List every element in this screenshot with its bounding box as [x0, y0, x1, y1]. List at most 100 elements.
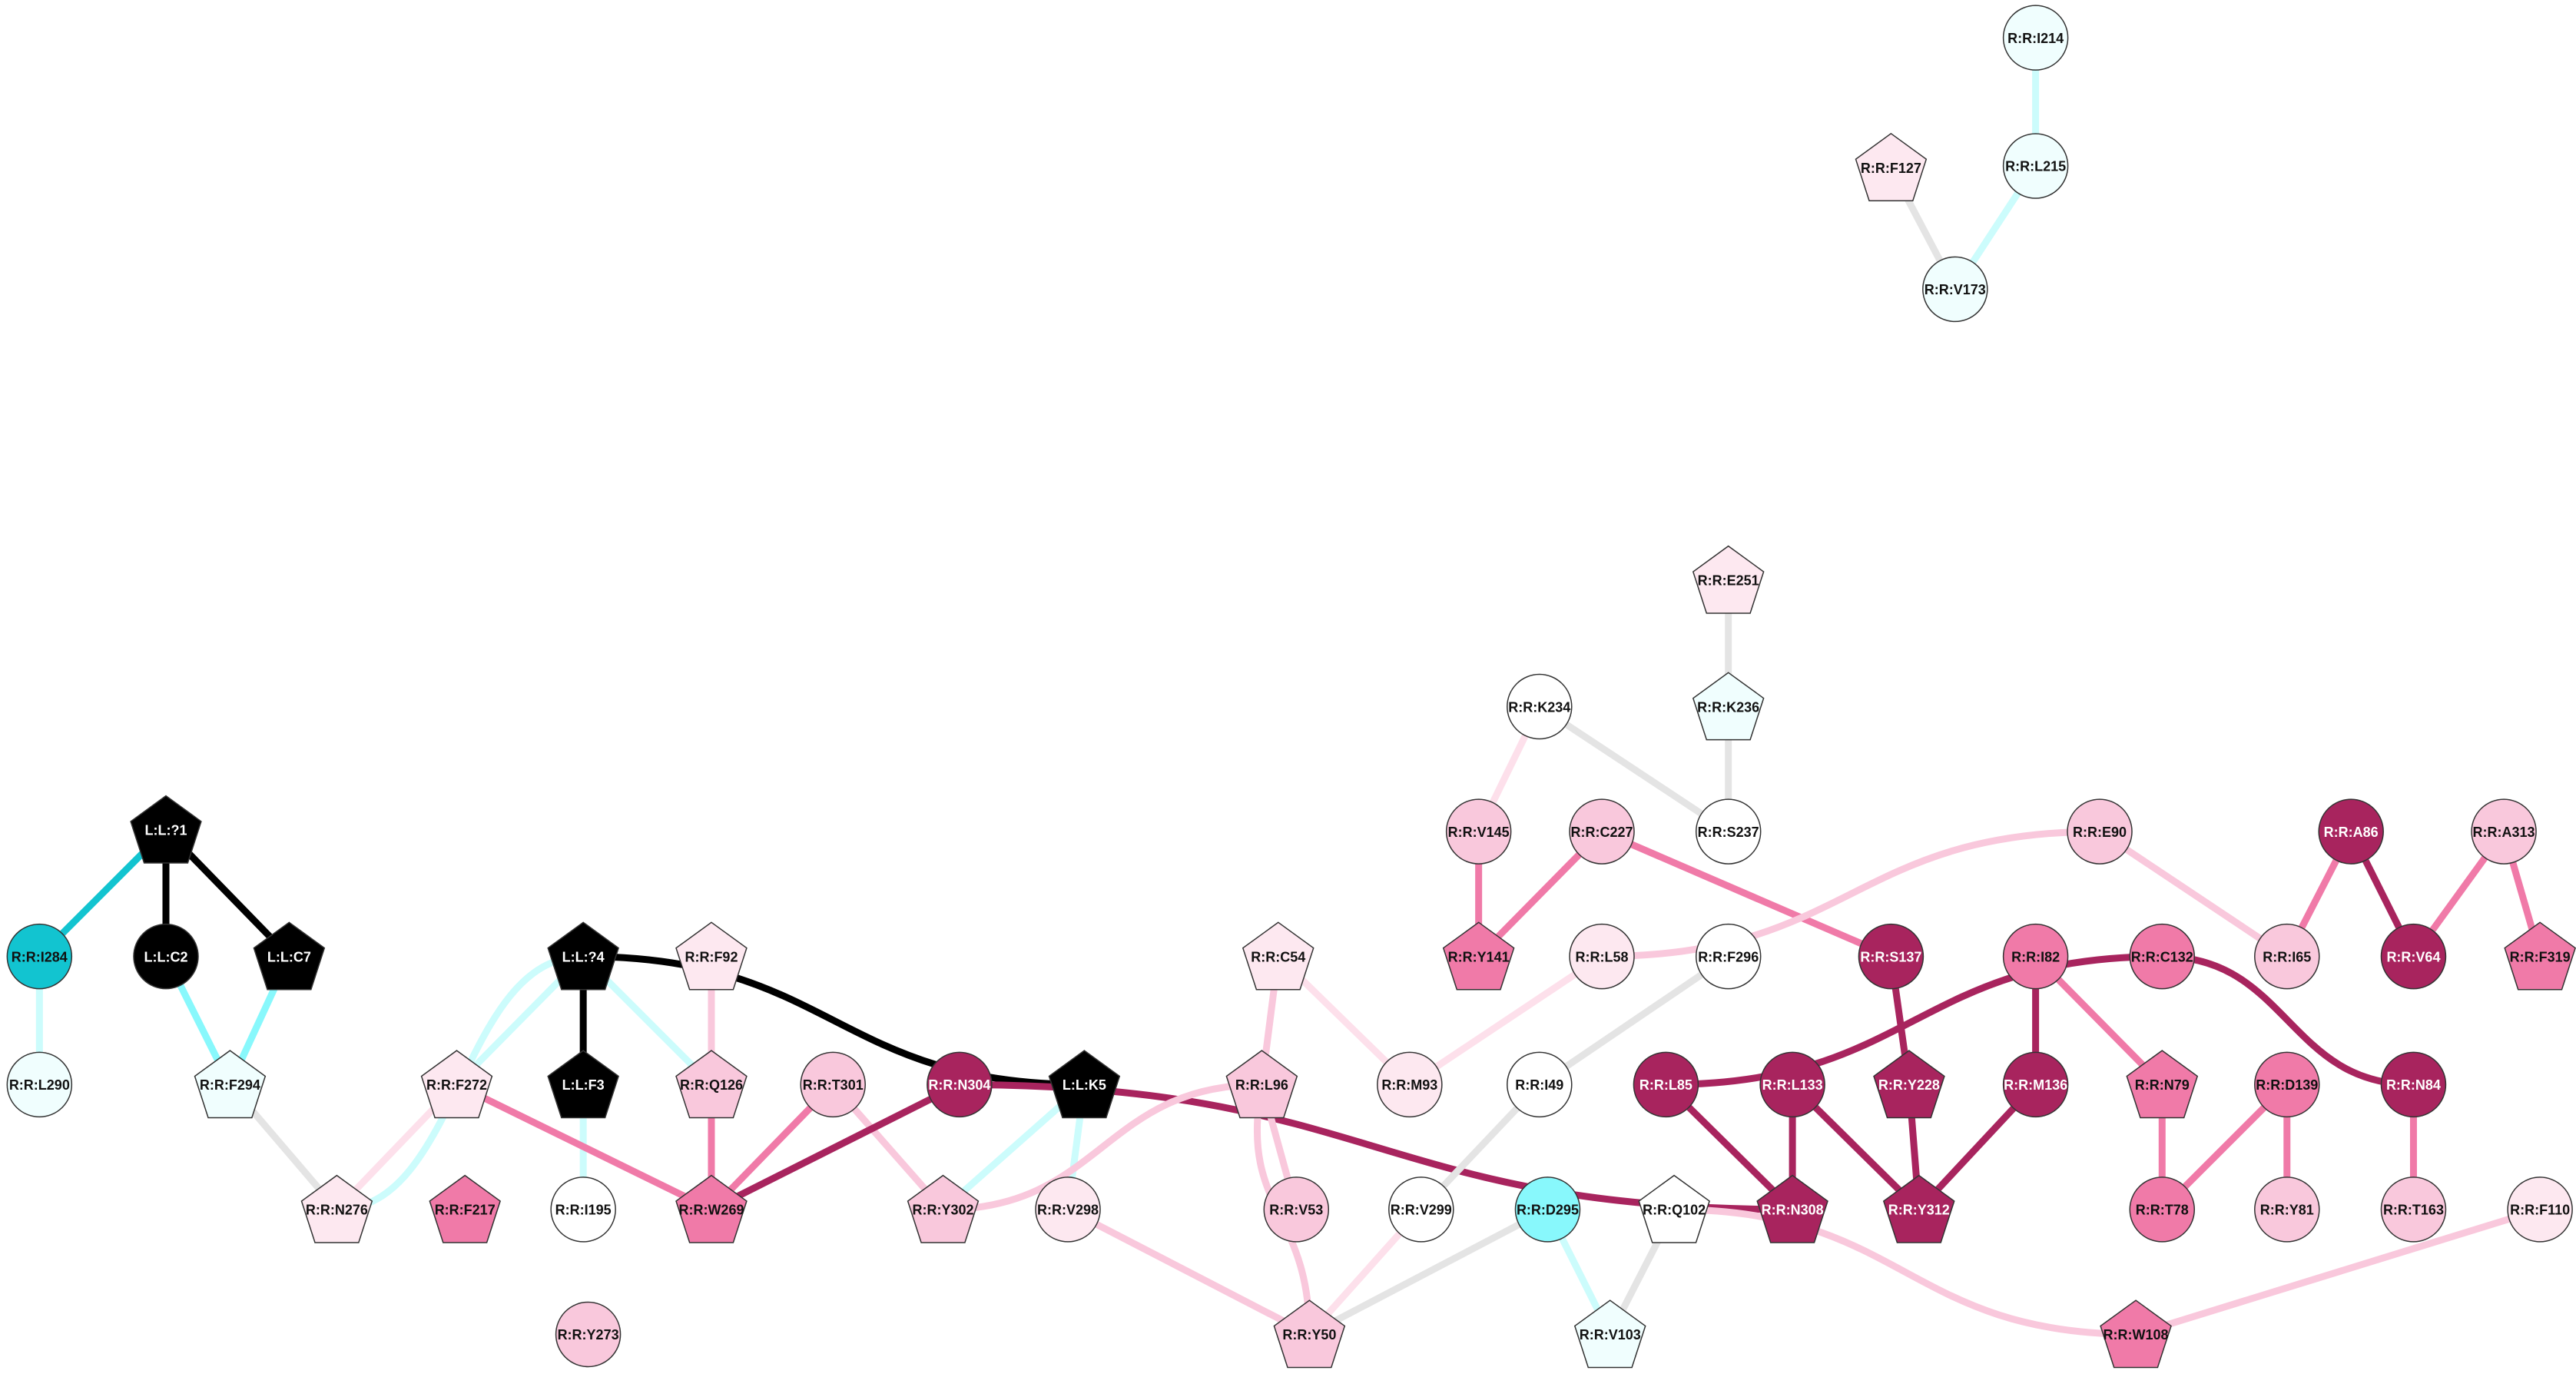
node-pentagon — [2126, 1050, 2199, 1119]
node: R:R:S237 — [1695, 798, 1762, 865]
node-label: R:R:F127 — [1861, 161, 1921, 176]
node-circle — [555, 1301, 622, 1368]
edge — [1066, 1206, 1311, 1338]
node: R:R:E251 — [1692, 545, 1765, 614]
node-pentagon — [2504, 921, 2576, 991]
node: R:R:Y273 — [555, 1301, 622, 1368]
node-label: R:R:L96 — [1235, 1077, 1288, 1093]
node-label: R:R:F110 — [2510, 1203, 2570, 1218]
node-label: R:R:K234 — [1508, 699, 1570, 715]
node-circle — [2002, 5, 2069, 71]
node-circle — [2254, 1177, 2320, 1243]
node: R:R:L215 — [2002, 133, 2069, 199]
node: R:R:Y312 — [1882, 1174, 1955, 1243]
node-pentagon — [420, 1050, 493, 1119]
node: L:L:?4 — [547, 921, 619, 991]
node: R:R:I49 — [1507, 1051, 1573, 1118]
node-pentagon — [1225, 1050, 1298, 1119]
node: L:L:F3 — [547, 1050, 619, 1119]
node-pentagon — [547, 1050, 619, 1119]
node-label: R:R:N276 — [306, 1203, 368, 1218]
node: R:R:L290 — [6, 1051, 73, 1118]
node-pentagon — [1855, 132, 1928, 201]
node-label: R:R:V145 — [1448, 825, 1510, 840]
node: R:R:L85 — [1633, 1051, 1699, 1118]
edge — [943, 1080, 1262, 1213]
node-label: R:R:L85 — [1639, 1077, 1692, 1093]
node-pentagon — [1692, 672, 1765, 741]
edge — [1308, 1206, 1550, 1338]
edge — [1602, 828, 2100, 961]
node: R:R:A86 — [2318, 798, 2384, 865]
node: R:R:N308 — [1756, 1174, 1828, 1243]
node-label: R:R:E90 — [2073, 825, 2127, 840]
node-circle — [1695, 923, 1762, 990]
edge — [1537, 953, 1731, 1088]
node-pentagon — [1442, 921, 1515, 991]
node-label: R:R:S137 — [1860, 949, 1921, 964]
node-circle — [800, 1051, 866, 1118]
node-label: R:R:V103 — [1580, 1327, 1641, 1342]
node-circle — [927, 1051, 993, 1118]
node-circle — [2380, 1051, 2447, 1118]
node-label: R:R:I195 — [555, 1203, 612, 1218]
node: R:R:I195 — [550, 1177, 616, 1243]
node-label: R:R:V173 — [1925, 282, 1986, 297]
node: R:R:Y302 — [907, 1174, 980, 1243]
node-label: R:R:I82 — [2011, 949, 2060, 964]
node-label: R:R:I49 — [1515, 1077, 1563, 1093]
node-label: R:R:M136 — [2004, 1077, 2067, 1093]
node-circle — [2254, 923, 2320, 990]
node: R:R:F92 — [675, 921, 748, 991]
node-label: R:R:A86 — [2324, 825, 2379, 840]
node: R:R:V145 — [1445, 798, 1512, 865]
node: R:R:Y50 — [1273, 1299, 1346, 1369]
edge — [1407, 953, 1604, 1088]
node-label: R:R:N308 — [1762, 1203, 1824, 1218]
node: R:R:F319 — [2504, 921, 2576, 991]
node: R:R:Q102 — [1638, 1174, 1710, 1243]
node: R:R:N79 — [2126, 1050, 2199, 1119]
node: R:R:D295 — [1514, 1177, 1581, 1243]
node: R:R:N276 — [300, 1174, 373, 1243]
node: R:R:Q126 — [675, 1050, 748, 1119]
node-circle — [1388, 1177, 1454, 1243]
node: R:R:T163 — [2380, 1177, 2447, 1243]
node-circle — [1858, 923, 1925, 990]
node: L:L:C2 — [133, 923, 199, 990]
node-pentagon — [1048, 1050, 1121, 1119]
node-label: R:R:V299 — [1391, 1203, 1452, 1218]
node: R:R:V53 — [1263, 1177, 1330, 1243]
node-label: R:R:T301 — [803, 1077, 864, 1093]
node-pentagon — [2100, 1299, 2172, 1369]
node: R:R:T301 — [800, 1051, 866, 1118]
node-circle — [2471, 798, 2537, 865]
node-circle — [2129, 923, 2196, 990]
node: R:R:F272 — [420, 1050, 493, 1119]
node-circle — [1569, 923, 1635, 990]
node-label: L:L:K5 — [1063, 1077, 1106, 1093]
node: R:R:N304 — [927, 1051, 993, 1118]
node: R:R:L58 — [1569, 923, 1635, 990]
node: R:R:C227 — [1569, 798, 1635, 865]
node-label: R:R:N304 — [928, 1077, 990, 1093]
node-label: R:R:F272 — [426, 1077, 487, 1093]
node: L:L:C7 — [253, 921, 326, 991]
node-pentagon — [130, 795, 202, 864]
node-circle — [1695, 798, 1762, 865]
node-label: R:R:F217 — [435, 1203, 496, 1218]
node: R:R:M93 — [1377, 1051, 1443, 1118]
node-label: R:R:Y228 — [1878, 1077, 1940, 1093]
node-pentagon — [1756, 1174, 1828, 1243]
edge — [1674, 1206, 2137, 1338]
node-label: R:R:Y312 — [1888, 1203, 1950, 1218]
node-label: R:R:K236 — [1697, 699, 1759, 715]
node-label: L:L:F3 — [562, 1077, 605, 1093]
node-circle — [1377, 1051, 1443, 1118]
node: R:R:D139 — [2254, 1051, 2320, 1118]
node-pentagon — [1242, 921, 1315, 991]
node-circle — [2507, 1177, 2573, 1243]
node-pentagon — [1692, 545, 1765, 614]
node-label: R:R:Q126 — [680, 1077, 743, 1093]
